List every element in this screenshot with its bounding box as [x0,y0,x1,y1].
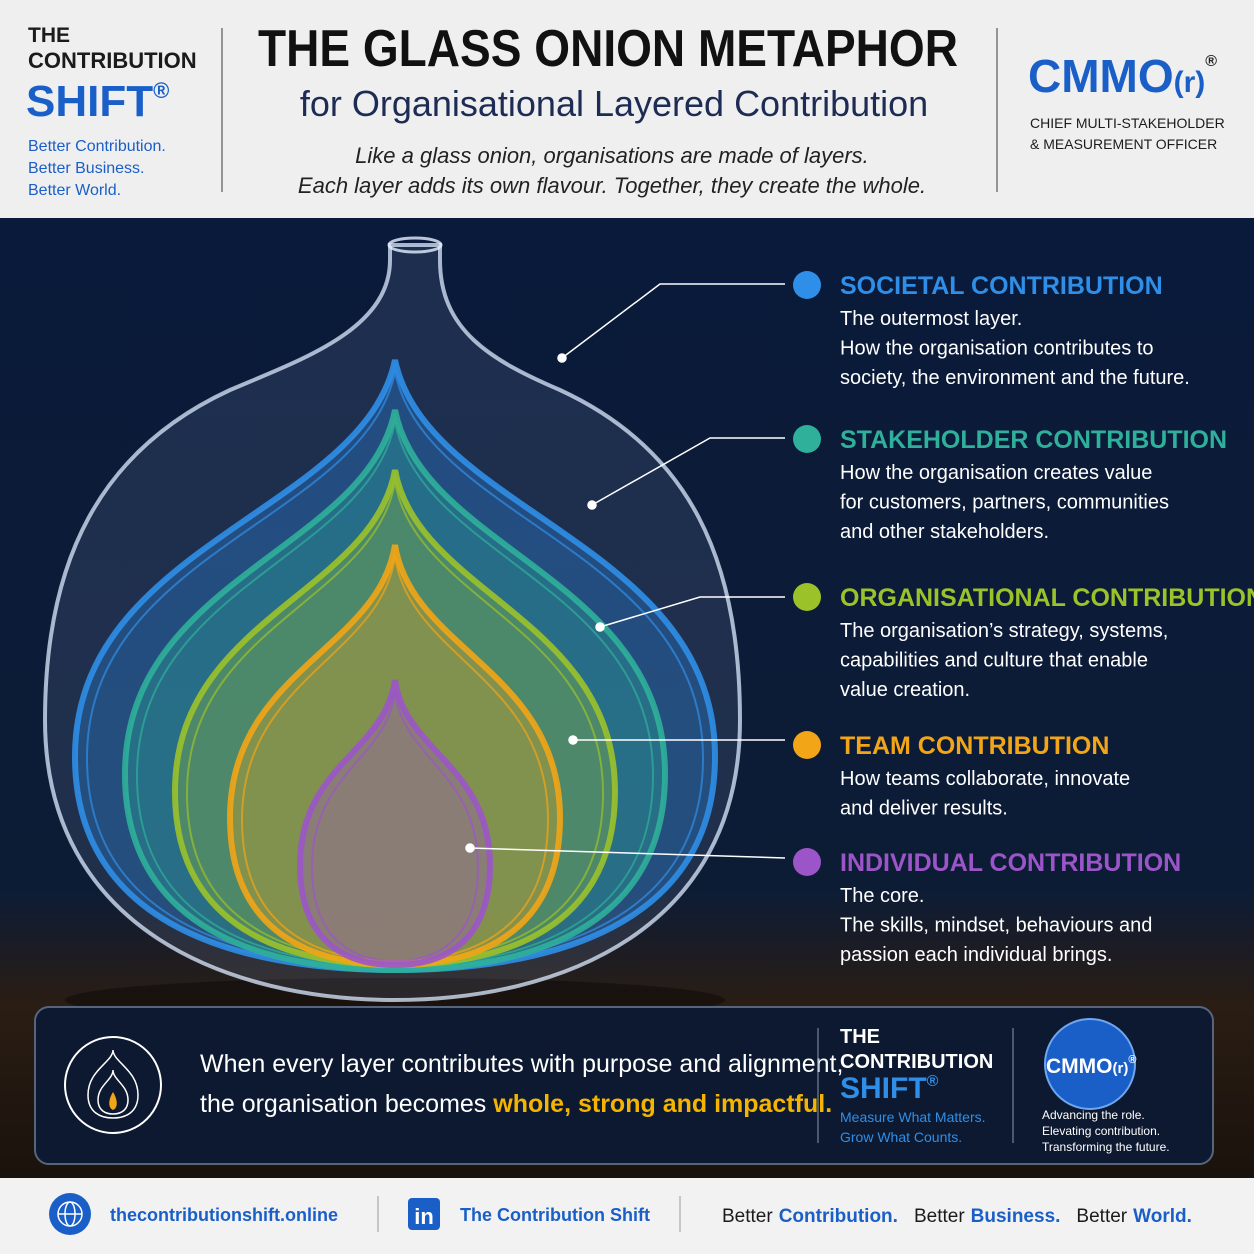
layer-text: passion each individual brings. [840,944,1112,966]
layer-list: SOCIETAL CONTRIBUTION The outermost layer… [793,271,1254,966]
cmmo-suffix: (r) [1174,66,1206,99]
layer-text: for customers, partners, communities [840,492,1169,514]
website-link[interactable]: thecontributionshift.online [110,1205,338,1225]
cmmo-role: & MEASUREMENT OFFICER [1030,136,1217,152]
layer-text: The core. [840,885,924,907]
layer-text: The organisation’s strategy, systems, [840,620,1168,642]
layer-title: TEAM CONTRIBUTION [840,732,1109,760]
connector [469,847,786,859]
footer-tagline: Better Contribution. Better Business. Better… [722,1206,1192,1227]
brand-tagline: Better Business. [28,160,145,177]
brand-word: SHIFT [26,77,153,126]
connector [591,437,785,506]
tagline-emphasis: World. [1133,1206,1192,1227]
summary-text: When every layer contributes with purpos… [200,1050,843,1078]
tagline-emphasis: Contribution. [779,1206,898,1227]
cmmo-line: Elevating contribution. [1042,1124,1160,1138]
layer-text: How the organisation creates value [840,462,1152,484]
summary-highlight: whole, strong and impactful [492,1090,825,1118]
connector-dot [587,500,597,510]
layer-dot [793,731,821,759]
layer-title: STAKEHOLDER CONTRIBUTION [840,426,1227,454]
cmmo-name: CMMO [1028,50,1174,102]
onion-icon-shape [87,1049,139,1119]
layer-text: capabilities and culture that enable [840,650,1148,672]
brand-tagline: Better World. [28,182,121,199]
summary-plain: the organisation becomes [200,1090,493,1118]
connectors [465,283,786,859]
brand-shift: SHIFT® [840,1072,939,1105]
linkedin-icon[interactable] [408,1198,440,1230]
onion-ring [310,691,480,963]
brand-tagline: Better Contribution. [28,138,166,155]
summary-end: . [825,1090,832,1118]
cmmo-logo: CMMO(r)® [1046,1054,1136,1078]
summary-text: the organisation becomes whole, strong a… [200,1090,832,1118]
connector-dot [465,843,475,853]
glass-neck [387,236,443,254]
glass-outer [42,243,743,1003]
layer-dot [793,583,821,611]
intro: Like a glass onion, organisations are ma… [355,143,869,168]
layer-text: society, the environment and the future. [840,367,1190,389]
cmmo-name: CMMO [1046,1055,1113,1078]
brand-line: CONTRIBUTION [28,48,197,73]
brand-mark: ® [153,78,169,103]
cmmo-role: CHIEF MULTI-STAKEHOLDER [1030,115,1225,131]
header-bg [0,0,1254,218]
layer-title: SOCIETAL CONTRIBUTION [840,272,1163,300]
globe-lines [57,1201,83,1227]
connector-dot [595,622,605,632]
cmmo-suffix: (r) [1113,1060,1129,1077]
cmmo-mark: ® [1128,1054,1136,1066]
cmmo-mark: ® [1205,53,1217,70]
connector [561,283,785,359]
layer-text: How the organisation contributes to [840,338,1154,360]
onion [42,236,743,1003]
subtitle: for Organisational Layered Contribution [300,83,928,124]
layer-title: ORGANISATIONAL CONTRIBUTION [840,584,1254,612]
brand-word: SHIFT [840,1072,927,1105]
brand-tagline: Grow What Counts. [840,1129,962,1145]
connector-dot [557,353,567,363]
linkedin-icon-text: in [414,1204,434,1229]
brand-line: THE [840,1026,880,1048]
brand-mark: ® [927,1073,939,1090]
onion-layer [296,679,494,969]
brand-line: THE [28,24,70,47]
layer-text: value creation. [840,679,970,701]
tagline-emphasis: Business. [971,1206,1061,1227]
brand-shift: SHIFT® [26,77,169,126]
layer-text: The skills, mindset, behaviours and [840,915,1152,937]
tagline-word: Better [722,1206,773,1227]
brand-line: CONTRIBUTION [840,1051,993,1073]
connector-dot [568,735,578,745]
onion-icon [64,1036,162,1134]
connector [599,596,785,628]
cmmo-line: Advancing the role. [1042,1108,1145,1122]
summary-panel [34,1006,1214,1165]
title: THE GLASS ONION METAPHOR [258,20,958,78]
layer-text: and deliver results. [840,798,1008,820]
tagline-word: Better [914,1206,965,1227]
cmmo-logo: CMMO(r)® [1028,50,1217,102]
cmmo-line: Transforming the future. [1042,1140,1170,1154]
layer-dot [793,425,821,453]
layer-dot [793,848,821,876]
layer-text: The outermost layer. [840,308,1022,330]
brand-tagline: Measure What Matters. [840,1109,986,1125]
onion-icon-flame [109,1092,117,1110]
intro: Each layer adds its own flavour. Togethe… [298,173,926,198]
layer-dot [793,271,821,299]
layer-text: and other stakeholders. [840,521,1049,543]
linkedin-link[interactable]: The Contribution Shift [460,1205,650,1225]
cmmo-badge [1044,1018,1136,1110]
layer-text: How teams collaborate, innovate [840,768,1130,790]
tagline-word: Better [1076,1206,1127,1227]
footer-bg [0,1178,1254,1254]
layer-title: INDIVIDUAL CONTRIBUTION [840,849,1181,877]
